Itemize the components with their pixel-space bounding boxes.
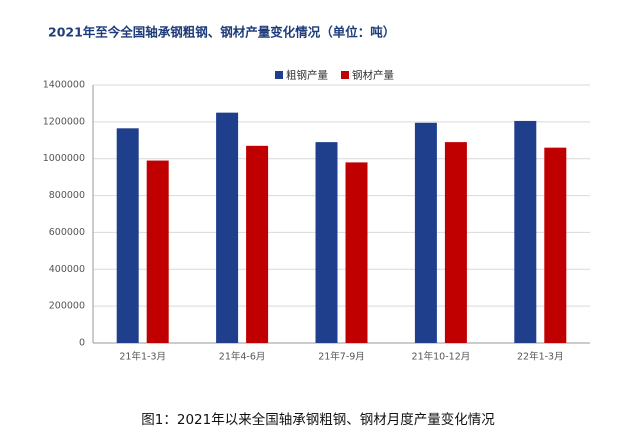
x-tick-label: 21年1-3月: [119, 351, 166, 363]
y-tick-label: 1400000: [43, 80, 85, 91]
y-tick-label: 1200000: [43, 116, 85, 127]
bar: [444, 142, 467, 343]
y-tick-label: 1000000: [43, 153, 85, 164]
legend-swatch: [275, 71, 283, 79]
legend-label: 粗钢产量: [286, 69, 328, 82]
bar: [544, 147, 567, 343]
y-tick-label: 400000: [49, 264, 85, 275]
y-tick-label: 800000: [49, 190, 85, 201]
bar: [246, 145, 269, 343]
y-tick-label: 600000: [49, 227, 85, 238]
bar: [414, 122, 437, 344]
caption: 图1：2021年以来全国轴承钢粗钢、钢材月度产量变化情况: [141, 411, 495, 428]
bar: [315, 142, 338, 343]
bar: [116, 128, 139, 343]
bar: [514, 120, 537, 343]
x-tick-label: 21年4-6月: [219, 351, 266, 363]
y-tick-label: 200000: [49, 301, 85, 312]
legend-label: 钢材产量: [352, 69, 394, 82]
bar: [146, 160, 169, 343]
bar: [345, 162, 368, 343]
x-tick-label: 21年10-12月: [412, 351, 471, 363]
chart-title: 2021年至今全国轴承钢粗钢、钢材产量变化情况（单位：吨）: [48, 25, 395, 40]
legend-swatch: [341, 71, 349, 79]
y-tick-label: 0: [79, 338, 85, 349]
x-tick-label: 21年7-9月: [318, 351, 365, 363]
bar: [216, 112, 239, 344]
x-tick-label: 22年1-3月: [517, 351, 564, 363]
